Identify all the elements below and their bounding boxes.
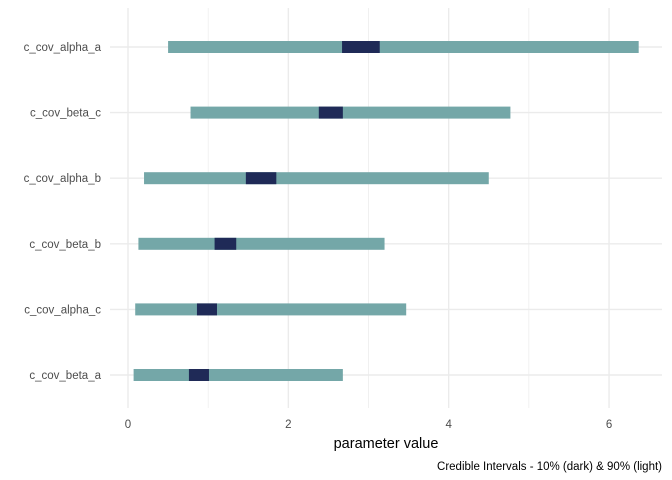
- interval-bars: [133, 41, 639, 381]
- outer-interval-bar: [133, 369, 343, 381]
- outer-interval-bar: [138, 237, 385, 250]
- vertical-gridlines: [127, 8, 610, 408]
- outer-interval-bar: [135, 303, 407, 316]
- x-tick-label: 4: [445, 419, 452, 431]
- y-tick-label: c_cov_beta_a: [29, 370, 101, 382]
- outer-interval-bar: [190, 106, 511, 119]
- inner-interval-bar: [196, 303, 217, 316]
- y-tick-label: c_cov_beta_c: [30, 108, 101, 120]
- inner-interval-bar: [188, 369, 209, 381]
- x-tick-label: 0: [125, 419, 131, 431]
- x-tick-label: 6: [606, 419, 612, 431]
- inner-interval-bar: [342, 41, 380, 53]
- y-axis-tick-labels: c_cov_alpha_a c_cov_beta_c c_cov_alpha_b c_…: [24, 42, 102, 382]
- outer-interval-bar: [144, 172, 489, 185]
- x-axis-tick-labels: 0 2 4 6: [125, 419, 612, 431]
- y-tick-label: c_cov_alpha_c: [24, 304, 101, 316]
- horizontal-gridlines: [110, 46, 662, 376]
- inner-interval-bar: [318, 106, 343, 119]
- inner-interval-bar: [214, 237, 237, 250]
- y-tick-label: c_cov_alpha_a: [24, 42, 102, 54]
- y-tick-label: c_cov_alpha_b: [24, 173, 101, 185]
- chart-caption: Credible Intervals - 10% (dark) & 90% (l…: [437, 461, 662, 473]
- inner-interval-bar: [245, 172, 277, 185]
- y-tick-label: c_cov_beta_b: [29, 239, 101, 251]
- x-axis-title: parameter value: [334, 436, 439, 452]
- x-tick-label: 2: [285, 419, 291, 431]
- outer-interval-bar: [168, 41, 639, 53]
